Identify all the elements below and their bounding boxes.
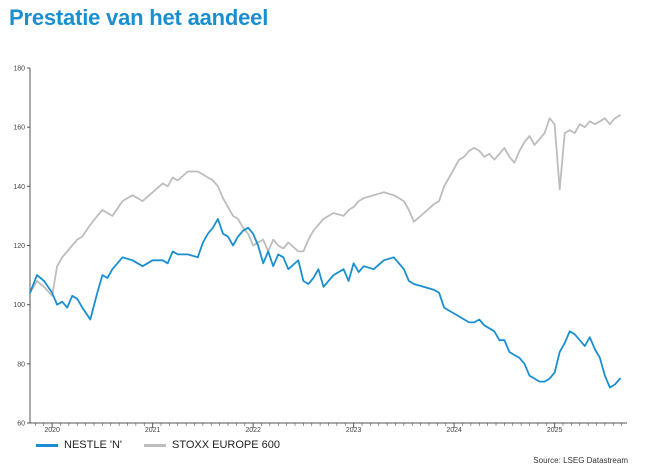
legend-swatch-nestle bbox=[36, 443, 58, 447]
y-tick-label: 160 bbox=[13, 125, 25, 132]
x-tick-label: 2025 bbox=[547, 427, 563, 434]
series-layer bbox=[29, 114, 621, 389]
y-tick-label: 140 bbox=[13, 184, 25, 191]
x-tick-label: 2024 bbox=[446, 427, 462, 434]
y-tick-label: 180 bbox=[13, 66, 25, 73]
y-tick-label: 100 bbox=[13, 302, 25, 309]
x-tick-label: 2020 bbox=[44, 427, 60, 434]
y-tick-label: 80 bbox=[17, 361, 25, 368]
legend-label-stoxx: STOXX EUROPE 600 bbox=[172, 439, 281, 451]
legend-swatch-stoxx bbox=[144, 443, 166, 447]
page-title: Prestatie van het aandeel bbox=[9, 5, 269, 30]
legend-item-nestle: NESTLE 'N' bbox=[36, 439, 122, 451]
x-tick-label: 2023 bbox=[346, 427, 362, 434]
legend-label-nestle: NESTLE 'N' bbox=[64, 439, 122, 451]
y-tick-label: 120 bbox=[13, 243, 25, 250]
y-tick-label: 60 bbox=[17, 421, 25, 428]
series-line-nestle bbox=[29, 218, 621, 389]
chart-axes: 60 80 100 120 140 160 180 2020 2021 2022 2023 2024 2… bbox=[13, 66, 627, 434]
series-line-stoxx bbox=[29, 114, 621, 297]
legend-item-stoxx: STOXX EUROPE 600 bbox=[144, 439, 280, 451]
x-tick-label: 2022 bbox=[245, 427, 261, 434]
x-tick-label: 2021 bbox=[145, 427, 161, 434]
source-note: Source: LSEG Datastream bbox=[533, 456, 628, 465]
legend: NESTLE 'N' STOXX EUROPE 600 bbox=[36, 437, 302, 453]
